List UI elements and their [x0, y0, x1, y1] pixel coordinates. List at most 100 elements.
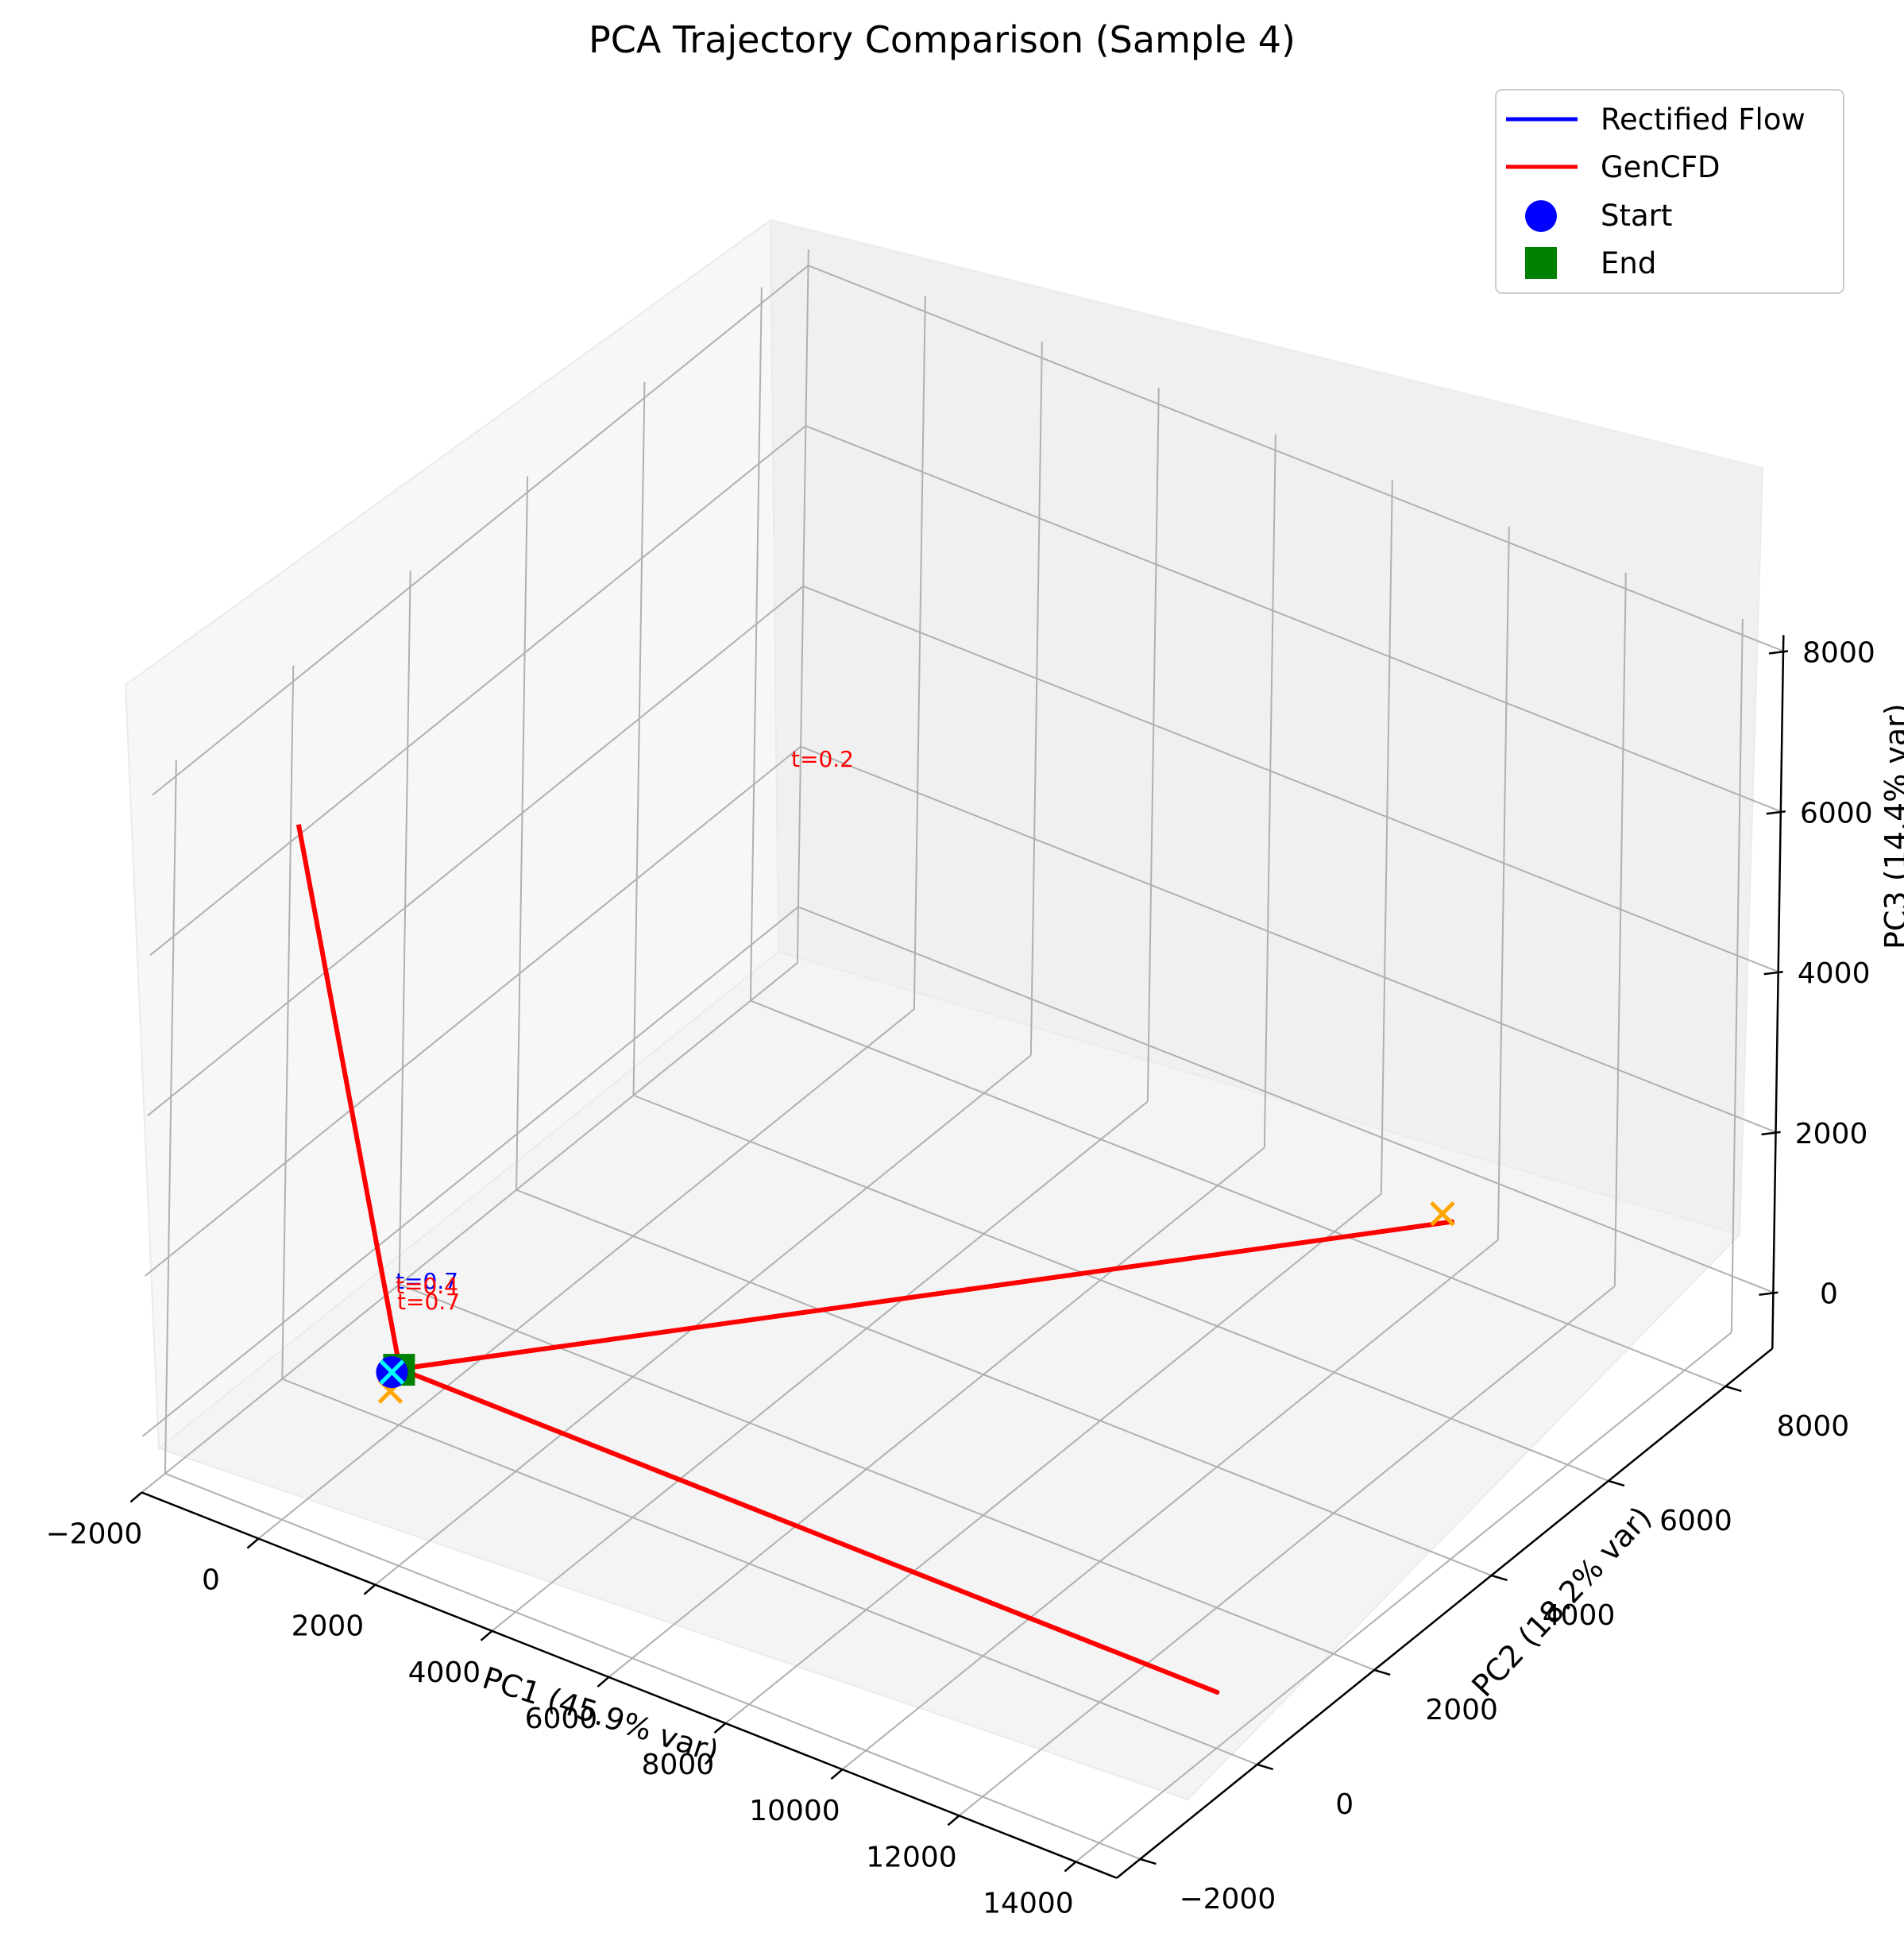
grid-left-z-4 [152, 265, 809, 796]
grid-floor-x-8 [1075, 1332, 1732, 1863]
annotation-t07-red: t=0.7 [397, 1289, 460, 1315]
legend-swatch-start [1525, 200, 1557, 232]
x-tick-label-4: 6000 [525, 1703, 598, 1735]
x-tick-3 [480, 1630, 493, 1641]
grid-floor-x-6 [841, 1239, 1499, 1770]
grid-lines [141, 249, 1784, 1863]
legend-label-end: End [1601, 246, 1656, 280]
y-tick-label-4: 6000 [1659, 1505, 1732, 1537]
markers-layer [376, 1200, 1455, 1404]
x-tick-label-8: 14000 [983, 1887, 1074, 1919]
grid-left-y-4 [632, 381, 646, 1096]
y-tick-label-5: 8000 [1777, 1410, 1850, 1443]
y-tick-label-0: −2000 [1179, 1883, 1276, 1916]
x-tick-label-3: 4000 [408, 1657, 481, 1689]
y-tick-label-2: 2000 [1425, 1694, 1498, 1726]
grid-floor-x-3 [491, 1100, 1149, 1632]
x-tick-4 [597, 1676, 610, 1688]
z-tick-label-0: 0 [1820, 1278, 1838, 1311]
y-tick-1 [1257, 1763, 1274, 1771]
legend-swatch-end [1525, 247, 1557, 279]
grid-back-z-0 [798, 906, 1774, 1293]
x-tick-5 [713, 1722, 727, 1734]
grid-floor-x-5 [724, 1193, 1382, 1724]
x-tick-2 [363, 1583, 377, 1595]
grid-back-x-1 [913, 296, 926, 1010]
grid-back-z-1 [800, 745, 1776, 1133]
x-tick-label-1: 0 [202, 1564, 220, 1597]
y-axis-line [1116, 1347, 1774, 1879]
x-tick-6 [830, 1769, 844, 1780]
grid-back-x-7 [1613, 572, 1627, 1286]
grid-left-y-3 [516, 476, 529, 1190]
grid-floor-x-0 [141, 962, 798, 1494]
grid-floor-y-1 [281, 1378, 1258, 1765]
x-tick-0 [129, 1491, 143, 1503]
annotation-t07-blue: t=0.7 [396, 1268, 458, 1294]
y-tick-label-3: 4000 [1543, 1599, 1616, 1632]
z-tick-label-2: 4000 [1798, 957, 1871, 990]
grid-back-z-3 [805, 425, 1782, 813]
legend-label-rectified-flow: Rectified Flow [1601, 102, 1806, 137]
marker-cross-cyan [379, 1359, 405, 1385]
x-tick-label-2: 2000 [292, 1610, 365, 1643]
z-tick-label-3: 6000 [1800, 797, 1873, 829]
x-tick-1 [246, 1537, 260, 1549]
x-tick-label-7: 12000 [866, 1841, 957, 1873]
grid-back-x-2 [1029, 342, 1043, 1056]
grid-floor-y-5 [750, 999, 1726, 1387]
grid-back-x-4 [1263, 434, 1276, 1148]
legend: Rectified Flow GenCFD Start End [1495, 89, 1844, 294]
annotation-t04-red: t=0.4 [396, 1273, 458, 1299]
chart-title: PCA Trajectory Comparison (Sample 4) [589, 18, 1296, 61]
grid-left-z-2 [147, 586, 804, 1116]
y-tick-0 [1139, 1858, 1157, 1865]
grid-left-z-0 [141, 906, 799, 1437]
series-layer [295, 824, 1454, 1695]
grid-back-z-2 [802, 585, 1779, 973]
x-tick-8 [1064, 1861, 1077, 1873]
grid-back-z-4 [808, 265, 1784, 652]
z-tick-label-4: 8000 [1802, 637, 1875, 670]
grid-floor-y-4 [633, 1094, 1609, 1482]
z-tick-1 [1761, 1131, 1781, 1136]
z-tick-0 [1759, 1291, 1778, 1296]
x-tick-label-5: 8000 [642, 1749, 715, 1781]
y-tick-5 [1724, 1385, 1742, 1393]
grid-floor-y-3 [516, 1189, 1492, 1576]
grid-back-x-5 [1380, 480, 1393, 1194]
grid-left-z-1 [145, 745, 801, 1277]
z-axis-line [1771, 635, 1785, 1349]
y-tick-3 [1491, 1574, 1508, 1582]
grid-left-y-1 [281, 665, 295, 1379]
annotation-t02: t=0.2 [791, 746, 854, 772]
z-tick-4 [1768, 650, 1789, 655]
legend-box [1495, 89, 1844, 294]
legend-label-start: Start [1601, 199, 1672, 233]
z-tick-label-1: 2000 [1795, 1118, 1868, 1150]
grid-back-x-8 [1730, 618, 1744, 1333]
grid-back-x-6 [1497, 526, 1510, 1240]
z-axis-label: PC3 (14.4% var) [1879, 703, 1904, 949]
z-tick-3 [1766, 810, 1786, 815]
grid-floor-x-2 [374, 1054, 1032, 1586]
y-tick-4 [1608, 1479, 1625, 1487]
x-tick-label-0: −2000 [46, 1517, 143, 1550]
grid-floor-x-4 [608, 1146, 1265, 1678]
x-axis-label: PC1 (45.9% var) [478, 1660, 723, 1770]
legend-label-gencfd: GenCFD [1601, 150, 1721, 184]
y-axis-label: PC2 (18.2% var) [1465, 1500, 1658, 1703]
grid-back-x-0 [796, 249, 809, 964]
grid-left-z-3 [149, 425, 807, 957]
y-tick-label-1: 0 [1335, 1788, 1354, 1821]
pane-floor [156, 950, 1741, 1801]
y-tick-2 [1373, 1668, 1391, 1676]
grid-left-y-5 [749, 287, 763, 1001]
x-axis-line [141, 1491, 1118, 1879]
marker-cross-t02 [1430, 1200, 1455, 1227]
x-tick-7 [947, 1815, 960, 1827]
grid-back-x-3 [1146, 388, 1160, 1102]
z-tick-2 [1763, 970, 1783, 976]
series-line-gencfd [295, 824, 1454, 1695]
grid-floor-x-1 [257, 1008, 915, 1540]
